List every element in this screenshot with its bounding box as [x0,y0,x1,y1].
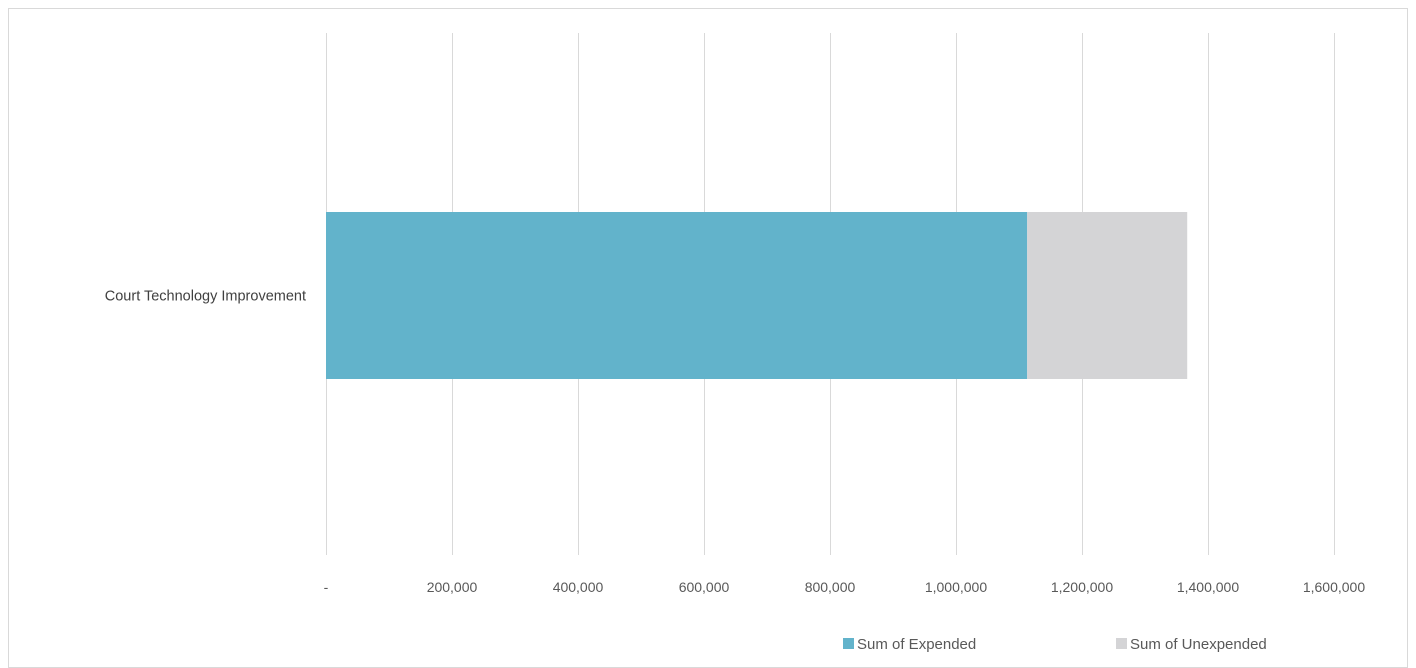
x-tick-label: 1,600,000 [1303,579,1365,595]
y-axis-category-labels: Court Technology Improvement [105,289,306,305]
x-tick-label: 1,400,000 [1177,579,1239,595]
x-tick-label: 1,200,000 [1051,579,1113,595]
x-tick-label: 600,000 [679,579,730,595]
legend-swatch [1116,638,1127,649]
legend[interactable]: Sum of Expended Sum of Unexpended [843,636,1267,653]
x-tick-label: 400,000 [553,579,604,595]
legend-label: Sum of Unexpended [1130,636,1267,653]
x-tick-label: 800,000 [805,579,856,595]
legend-item-sum-of-unexpended[interactable]: Sum of Unexpended [1116,636,1267,653]
legend-swatch [843,638,854,649]
x-tick-label: 1,000,000 [925,579,987,595]
x-tick-label: - [324,579,329,595]
legend-label: Sum of Expended [857,636,976,653]
legend-item-sum-of-expended[interactable]: Sum of Expended [843,636,976,653]
x-tick-label: 200,000 [427,579,478,595]
bar-sum-of-expended[interactable] [326,212,1028,379]
bars [326,212,1188,379]
category-label: Court Technology Improvement [105,289,306,305]
x-axis-tick-labels: - 200,000 400,000 600,000 800,000 1,000,000 1,… [324,579,1366,595]
bar-sum-of-unexpended[interactable] [1027,212,1188,379]
